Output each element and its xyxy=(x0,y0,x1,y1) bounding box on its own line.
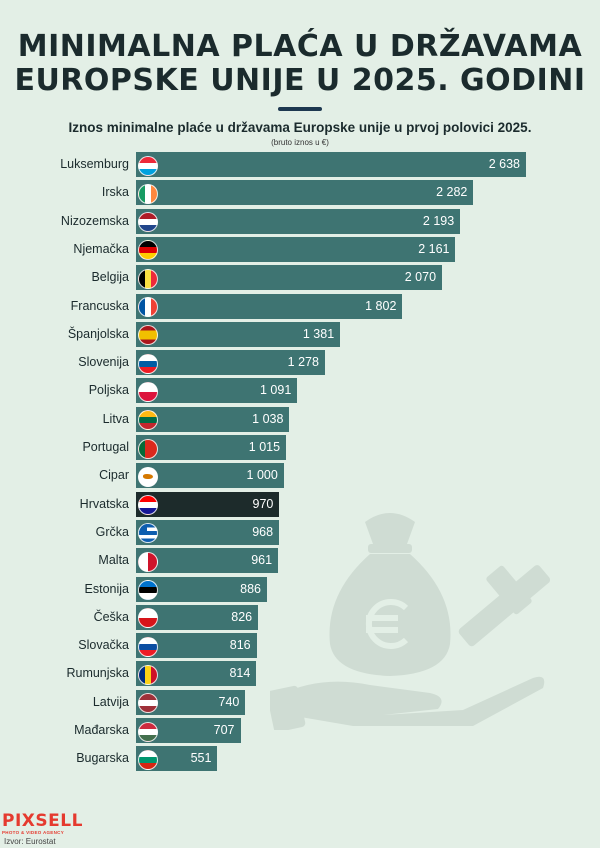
flag-malta-icon xyxy=(138,551,158,572)
category-label-rumunjska: Rumunjska xyxy=(66,666,129,681)
flag-litva-icon xyxy=(138,410,158,431)
bar-grcka xyxy=(136,519,280,545)
category-label-irska: Irska xyxy=(101,185,129,200)
value-label-litva: 1 038 xyxy=(252,411,284,426)
value-label-grcka: 968 xyxy=(252,524,274,539)
flag-spanjolska-icon xyxy=(138,325,158,346)
bar-spanjolska xyxy=(136,321,341,347)
category-label-madarska: Mađarska xyxy=(74,723,129,737)
flag-poljska-icon xyxy=(138,381,158,402)
category-label-portugal: Portugal xyxy=(82,440,129,454)
value-label-malta: 961 xyxy=(251,553,273,568)
category-label-cipar: Cipar xyxy=(99,468,129,483)
flag-luksemburg-icon xyxy=(138,155,158,176)
bar-portugal xyxy=(136,435,287,460)
chart-subtitle: (bruto iznos u €) xyxy=(271,138,329,147)
value-label-cipar: 1 000 xyxy=(246,468,278,483)
flag-njemacka-icon xyxy=(138,240,158,261)
value-label-slovenija: 1 278 xyxy=(287,355,319,370)
value-label-bugarska: 551 xyxy=(190,751,212,766)
bar-hrvatska xyxy=(136,491,280,517)
flag-rumunjska-icon xyxy=(138,664,158,685)
category-label-litva: Litva xyxy=(102,411,129,426)
category-label-ceska: Češka xyxy=(93,609,129,624)
flag-hrvatska-icon xyxy=(138,495,158,516)
bar-litva xyxy=(136,406,290,432)
bar-malta xyxy=(136,548,279,574)
bar-njemacka xyxy=(136,236,456,262)
value-label-estonija: 886 xyxy=(240,581,261,596)
bar-luksemburg xyxy=(136,152,526,177)
value-label-luksemburg: 2 638 xyxy=(488,157,520,171)
chart-title: Iznos minimalne plaće u državama Europsk… xyxy=(68,120,532,135)
title-line-2: EUROPSKE UNIJE U 2025. GODINI xyxy=(14,63,586,98)
flag-nizozemska-icon xyxy=(138,212,158,233)
value-label-rumunjska: 814 xyxy=(229,666,251,681)
bar-slovenija xyxy=(136,350,325,376)
flag-slovacka-icon xyxy=(138,636,158,657)
category-label-slovacka: Slovačka xyxy=(78,638,129,653)
cyprus-map-icon xyxy=(143,473,153,479)
value-label-njemacka: 2 161 xyxy=(418,241,450,256)
flag-estonija-icon xyxy=(138,580,158,600)
flag-ceska-icon xyxy=(138,608,158,629)
category-label-spanjolska: Španjolska xyxy=(67,326,129,341)
flag-irska-icon xyxy=(138,183,158,204)
flag-slovenija-icon xyxy=(138,353,158,374)
value-label-latvija: 740 xyxy=(218,694,240,709)
bar-francuska xyxy=(136,293,403,319)
flag-grcka-icon xyxy=(138,523,158,544)
flag-madarska-icon xyxy=(138,721,158,742)
category-label-latvija: Latvija xyxy=(92,694,129,709)
bar-irska xyxy=(136,180,474,206)
category-label-nizozemska: Nizozemska xyxy=(60,213,129,228)
flag-francuska-icon xyxy=(138,297,158,317)
value-label-belgija: 2 070 xyxy=(404,270,437,285)
bar-belgija xyxy=(136,265,443,291)
flag-belgija-icon xyxy=(138,268,158,289)
category-label-malta: Malta xyxy=(98,553,129,568)
category-label-luksemburg: Luksemburg xyxy=(60,157,129,171)
category-label-francuska: Francuska xyxy=(70,298,129,313)
value-label-hrvatska: 970 xyxy=(252,496,274,511)
category-label-bugarska: Bugarska xyxy=(76,751,129,766)
category-label-njemacka: Njemačka xyxy=(73,241,129,256)
title-line-1: MINIMALNA PLAĆA U DRŽAVAMA xyxy=(17,29,583,64)
category-label-slovenija: Slovenija xyxy=(78,355,129,370)
category-label-estonija: Estonija xyxy=(84,581,129,596)
value-label-portugal: 1 015 xyxy=(248,440,281,454)
source-note: Izvor: Eurostat xyxy=(4,837,56,846)
flag-portugal-icon xyxy=(138,438,158,459)
value-label-irska: 2 282 xyxy=(436,185,468,200)
category-label-belgija: Belgija xyxy=(91,270,129,285)
flag-cipar-icon xyxy=(138,466,158,487)
value-label-spanjolska: 1 381 xyxy=(302,326,335,341)
title-divider xyxy=(278,107,322,111)
bar-nizozemska xyxy=(136,208,461,234)
value-label-poljska: 1 091 xyxy=(260,383,292,398)
bar-poljska xyxy=(136,378,298,404)
pixsell-logo: PIXSELL xyxy=(2,811,83,831)
greek-cross-icon xyxy=(139,524,147,533)
bar-cipar xyxy=(136,463,284,489)
category-label-poljska: Poljska xyxy=(88,383,129,398)
money-bag-watermark-icon xyxy=(270,513,551,730)
category-label-hrvatska: Hrvatska xyxy=(79,496,129,511)
value-label-ceska: 826 xyxy=(231,609,253,624)
value-label-madarska: 707 xyxy=(213,723,235,737)
page-title: MINIMALNA PLAĆA U DRŽAVAMA EUROPSKE UNIJ… xyxy=(0,30,600,98)
flag-latvija-icon xyxy=(138,693,158,714)
category-label-grcka: Grčka xyxy=(95,524,129,539)
logo-tagline: PHOTO & VIDEO AGENCY xyxy=(2,830,65,835)
flag-bugarska-icon xyxy=(138,749,158,770)
value-label-nizozemska: 2 193 xyxy=(422,213,455,228)
value-label-francuska: 1 802 xyxy=(365,298,397,313)
value-label-slovacka: 816 xyxy=(229,638,251,653)
